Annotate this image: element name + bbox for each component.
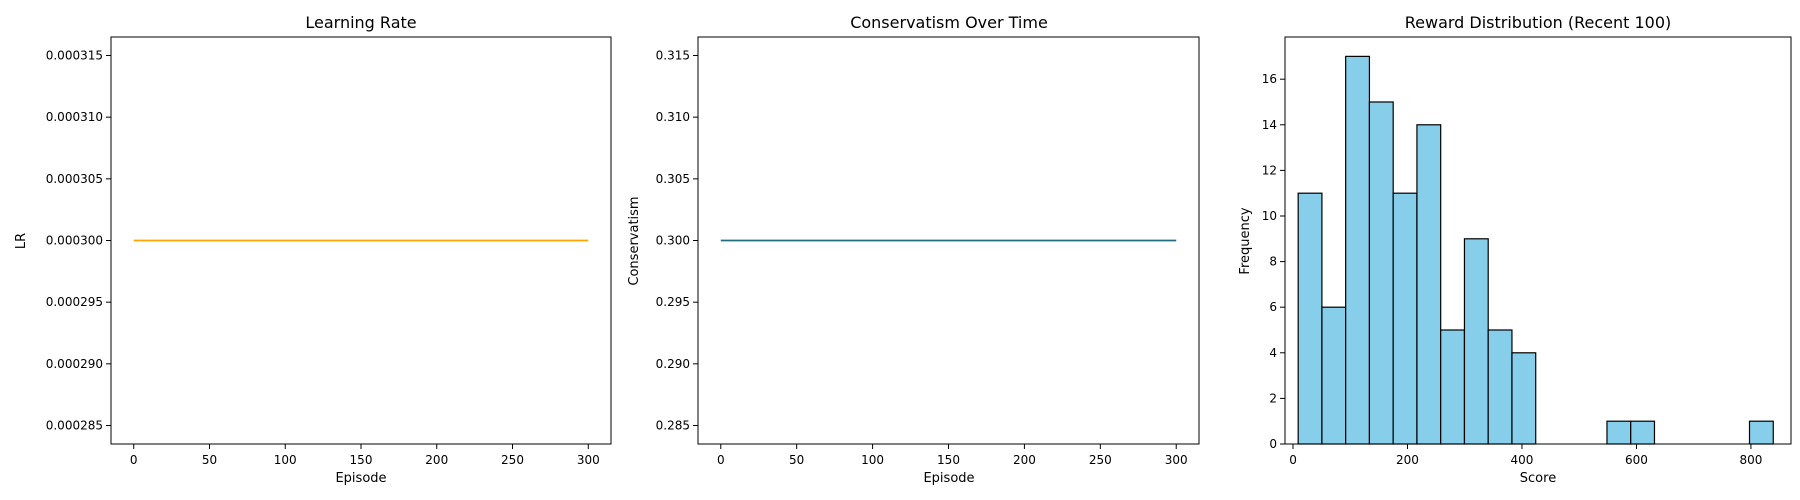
x-tick-label: 100 (861, 453, 884, 467)
x-tick-label: 400 (1511, 453, 1534, 467)
y-tick-label: 0.285 (656, 419, 690, 433)
x-tick-label: 200 (1396, 453, 1419, 467)
chart-title: Conservatism Over Time (850, 13, 1048, 32)
y-tick-label: 0.000295 (46, 295, 103, 309)
y-tick-label: 0.000305 (46, 172, 103, 186)
histogram-bar (1748, 420, 1774, 445)
x-tick-label: 250 (501, 453, 524, 467)
x-tick-label: 200 (1013, 453, 1036, 467)
axes-frame (1284, 36, 1792, 445)
y-tick-label: 2 (1269, 391, 1277, 405)
x-tick-label: 150 (937, 453, 960, 467)
chart-title: Reward Distribution (Recent 100) (1405, 13, 1672, 32)
y-tick-label: 14 (1262, 118, 1277, 132)
x-tick-label: 600 (1625, 453, 1648, 467)
x-tick-label: 0 (130, 453, 138, 467)
y-axis-label: Frequency (1238, 207, 1253, 274)
histogram-bar (1487, 329, 1513, 445)
histogram-bar (1392, 192, 1418, 445)
x-tick-label: 200 (425, 453, 448, 467)
y-tick-label: 0.000310 (46, 110, 103, 124)
histogram-bar (1416, 124, 1442, 445)
conservatism-chart: Conservatism Over Time Episode Conservat… (627, 13, 1200, 486)
y-tick-label: 0.305 (656, 172, 690, 186)
learning-rate-chart: Learning Rate Episode LR 0 50 100 150 200 250… (14, 13, 612, 486)
y-tick-label: 0 (1269, 437, 1277, 451)
x-tick-label: 50 (202, 453, 217, 467)
y-tick-label: 0.000300 (46, 234, 103, 248)
x-axis-label: Episode (923, 471, 974, 486)
histogram-bar (1345, 55, 1371, 445)
x-tick-label: 300 (577, 453, 600, 467)
histogram-bar (1630, 420, 1656, 445)
reward-distribution-chart: Reward Distribution (Recent 100) Score F… (1238, 13, 1792, 486)
histogram-bar (1297, 192, 1323, 445)
y-tick-label: 6 (1269, 300, 1277, 314)
histogram-bar (1368, 101, 1394, 445)
y-tick-label: 0.000315 (46, 49, 103, 63)
y-tick-label: 0.000290 (46, 357, 103, 371)
histogram-bar (1511, 352, 1537, 445)
histogram-bar (1440, 329, 1466, 445)
x-tick-label: 100 (274, 453, 297, 467)
histogram-bar (1463, 238, 1489, 445)
x-tick-label: 800 (1739, 453, 1762, 467)
y-tick-label: 0.300 (656, 234, 690, 248)
y-tick-label: 12 (1262, 163, 1277, 177)
y-tick-label: 0.315 (656, 49, 690, 63)
x-axis-label: Episode (335, 471, 386, 486)
y-tick-label: 8 (1269, 255, 1277, 269)
y-axis-label: Conservatism (627, 196, 642, 285)
y-axis-label: LR (14, 233, 29, 249)
x-axis-label: Score (1520, 471, 1556, 486)
y-tick-label: 0.290 (656, 357, 690, 371)
y-tick-label: 16 (1262, 72, 1277, 86)
x-tick-label: 300 (1165, 453, 1188, 467)
chart-title: Learning Rate (305, 13, 416, 32)
x-tick-label: 0 (717, 453, 725, 467)
x-tick-label: 250 (1089, 453, 1112, 467)
y-tick-label: 0.000285 (46, 419, 103, 433)
y-tick-label: 0.295 (656, 295, 690, 309)
histogram-bar (1321, 306, 1347, 445)
y-tick-label: 10 (1262, 209, 1277, 223)
histogram-bar (1606, 420, 1632, 445)
x-tick-label: 150 (350, 453, 373, 467)
y-tick-label: 0.310 (656, 110, 690, 124)
x-tick-label: 0 (1289, 453, 1297, 467)
y-tick-label: 4 (1269, 346, 1277, 360)
x-tick-label: 50 (789, 453, 804, 467)
